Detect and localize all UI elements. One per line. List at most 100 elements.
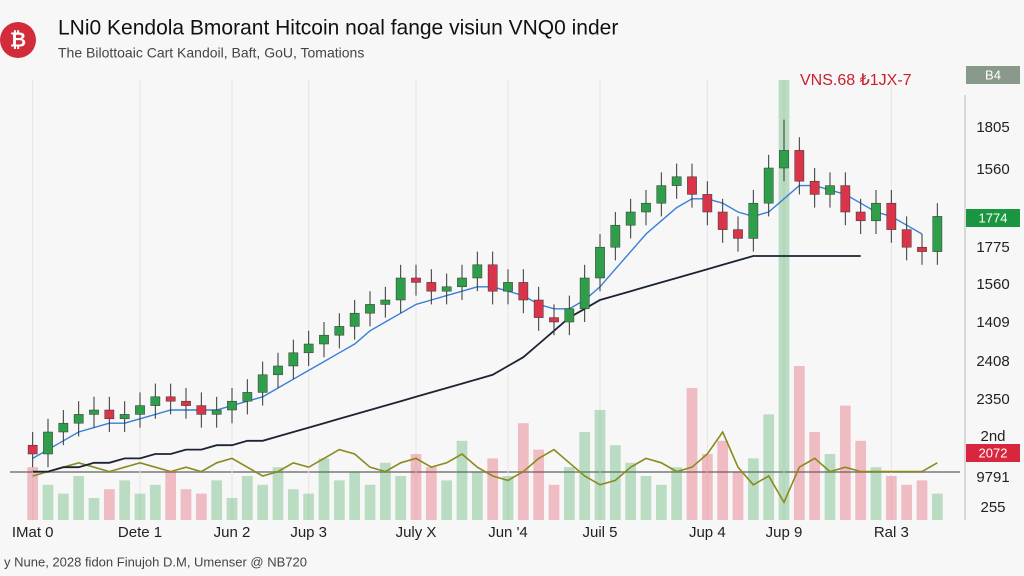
footer: y Nune, 2028 fidon Finujoh D.M, Umenser … bbox=[4, 554, 307, 569]
candle-body bbox=[641, 202, 651, 213]
candle-body bbox=[625, 211, 636, 226]
candle-body bbox=[579, 277, 590, 310]
volume-bar bbox=[594, 410, 606, 520]
volume-bar bbox=[471, 471, 483, 520]
candle-body bbox=[181, 400, 191, 406]
candle-body bbox=[886, 202, 897, 230]
volume-bar bbox=[625, 462, 637, 520]
volume-bar bbox=[763, 414, 775, 520]
volume-bar bbox=[165, 471, 177, 520]
x-tick-label: Juil 5 bbox=[582, 524, 617, 541]
price-badge bbox=[966, 444, 1020, 462]
volume-bar bbox=[809, 432, 821, 520]
candle-body bbox=[303, 343, 314, 354]
volume-bar bbox=[180, 489, 192, 520]
volume-bar bbox=[410, 454, 422, 520]
volume-bar bbox=[303, 493, 315, 520]
candle-body bbox=[457, 277, 467, 288]
volume-bar bbox=[563, 467, 575, 520]
candle-body bbox=[687, 176, 697, 195]
volume-bar bbox=[211, 480, 223, 520]
volume-bar bbox=[349, 471, 361, 520]
candle-body bbox=[549, 317, 559, 323]
y-axis-label: 2nd bbox=[980, 428, 1005, 445]
y-axis-label: 1775 bbox=[976, 239, 1009, 256]
candle-body bbox=[365, 304, 375, 314]
candle-body bbox=[27, 444, 38, 455]
x-tick-label: Jun 2 bbox=[214, 524, 251, 541]
volume-bar bbox=[824, 454, 836, 520]
candle-body bbox=[104, 409, 115, 420]
x-tick-label: Jup 9 bbox=[766, 524, 803, 541]
candle-body bbox=[533, 299, 544, 318]
volume-bar bbox=[885, 476, 897, 520]
x-tick-label: Ral 3 bbox=[874, 524, 909, 541]
candle-body bbox=[395, 277, 406, 301]
volume-bar bbox=[916, 480, 928, 520]
candle-body bbox=[227, 400, 237, 411]
y-axis-label: 1805 bbox=[976, 119, 1009, 136]
candle-body bbox=[441, 286, 452, 292]
price-badge-label: 2072 bbox=[979, 445, 1008, 460]
volume-bar bbox=[732, 471, 744, 520]
candle-body bbox=[119, 414, 130, 420]
volume-bar bbox=[195, 493, 207, 520]
x-tick-label: Jup 4 bbox=[689, 524, 726, 541]
candle-body bbox=[748, 202, 759, 239]
y-axis-label: 9791 bbox=[976, 469, 1009, 486]
volume-bar bbox=[901, 484, 913, 520]
volume-bar bbox=[839, 405, 851, 520]
volume-bar bbox=[73, 476, 85, 520]
candle-body bbox=[855, 211, 866, 222]
candle-body bbox=[809, 180, 820, 195]
volume-bar bbox=[379, 462, 391, 520]
candle-body bbox=[73, 414, 84, 424]
volume-bar bbox=[441, 480, 453, 520]
candle-body bbox=[733, 229, 743, 239]
volume-bar bbox=[686, 388, 698, 520]
x-tick-label: Jup 3 bbox=[290, 524, 327, 541]
volume-bar bbox=[57, 493, 69, 520]
price-badge-label: B4 bbox=[985, 67, 1001, 82]
y-axis-label: 1409 bbox=[976, 314, 1009, 331]
candle-body bbox=[211, 409, 222, 415]
candle-body bbox=[717, 211, 728, 230]
candle-body bbox=[901, 229, 912, 248]
candle-body bbox=[871, 202, 881, 222]
candle-body bbox=[288, 352, 299, 367]
volume-bar bbox=[655, 484, 667, 520]
volume-bar bbox=[548, 484, 560, 520]
volume-bar bbox=[533, 449, 545, 520]
candle-body bbox=[165, 396, 176, 402]
candle-body bbox=[671, 176, 682, 186]
volume-bar bbox=[701, 454, 713, 520]
volume-bar bbox=[855, 440, 867, 520]
candle-body bbox=[917, 246, 927, 252]
candle-body bbox=[334, 326, 345, 336]
candle-body bbox=[825, 185, 835, 195]
candle-body bbox=[150, 396, 161, 406]
volume-bar bbox=[747, 458, 759, 520]
volume-bar bbox=[717, 440, 729, 520]
candle-body bbox=[242, 392, 253, 402]
candle-body bbox=[349, 312, 360, 327]
candle-body bbox=[610, 224, 621, 248]
candle-body bbox=[840, 185, 851, 213]
volume-bar bbox=[931, 493, 943, 520]
candle-body bbox=[472, 264, 483, 279]
volume-bar bbox=[42, 484, 54, 520]
y-axis-label: 255 bbox=[980, 499, 1005, 516]
volume-bar bbox=[318, 458, 330, 520]
volume-bar bbox=[103, 489, 115, 520]
volume-bar bbox=[364, 484, 376, 520]
volume-bar bbox=[640, 476, 652, 520]
ma-slow-line bbox=[32, 255, 861, 473]
volume-bar bbox=[257, 484, 269, 520]
candle-body bbox=[43, 431, 53, 455]
candle-body bbox=[564, 308, 575, 323]
volume-bar bbox=[778, 80, 790, 520]
chart-title: LNi0 Kendola Bmorant Hitcoin noal fange … bbox=[58, 17, 618, 40]
y-axis-label: 1560 bbox=[976, 276, 1009, 293]
volume-bar bbox=[287, 489, 299, 520]
